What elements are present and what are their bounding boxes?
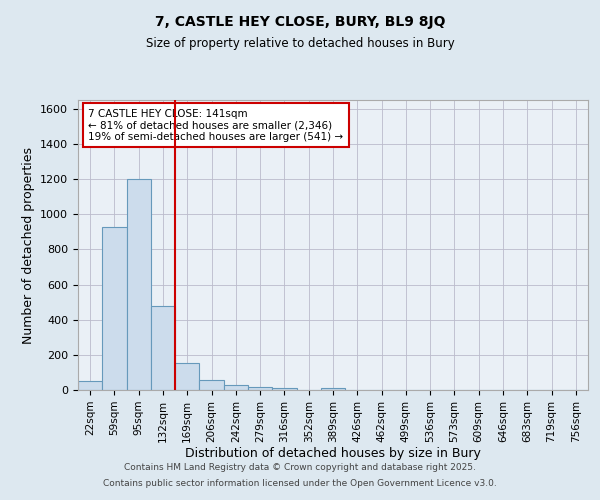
Bar bbox=[151, 306, 175, 390]
Bar bbox=[248, 388, 272, 390]
Y-axis label: Number of detached properties: Number of detached properties bbox=[22, 146, 35, 344]
Bar bbox=[175, 363, 199, 390]
Text: Contains HM Land Registry data © Crown copyright and database right 2025.: Contains HM Land Registry data © Crown c… bbox=[124, 464, 476, 472]
Bar bbox=[102, 226, 127, 390]
Text: Contains public sector information licensed under the Open Government Licence v3: Contains public sector information licen… bbox=[103, 478, 497, 488]
Text: 7, CASTLE HEY CLOSE, BURY, BL9 8JQ: 7, CASTLE HEY CLOSE, BURY, BL9 8JQ bbox=[155, 15, 445, 29]
Bar bbox=[321, 388, 345, 390]
Text: 7 CASTLE HEY CLOSE: 141sqm
← 81% of detached houses are smaller (2,346)
19% of s: 7 CASTLE HEY CLOSE: 141sqm ← 81% of deta… bbox=[88, 108, 343, 142]
Text: Size of property relative to detached houses in Bury: Size of property relative to detached ho… bbox=[146, 38, 454, 51]
X-axis label: Distribution of detached houses by size in Bury: Distribution of detached houses by size … bbox=[185, 448, 481, 460]
Bar bbox=[199, 380, 224, 390]
Bar bbox=[127, 179, 151, 390]
Bar bbox=[78, 381, 102, 390]
Bar bbox=[224, 384, 248, 390]
Bar bbox=[272, 388, 296, 390]
